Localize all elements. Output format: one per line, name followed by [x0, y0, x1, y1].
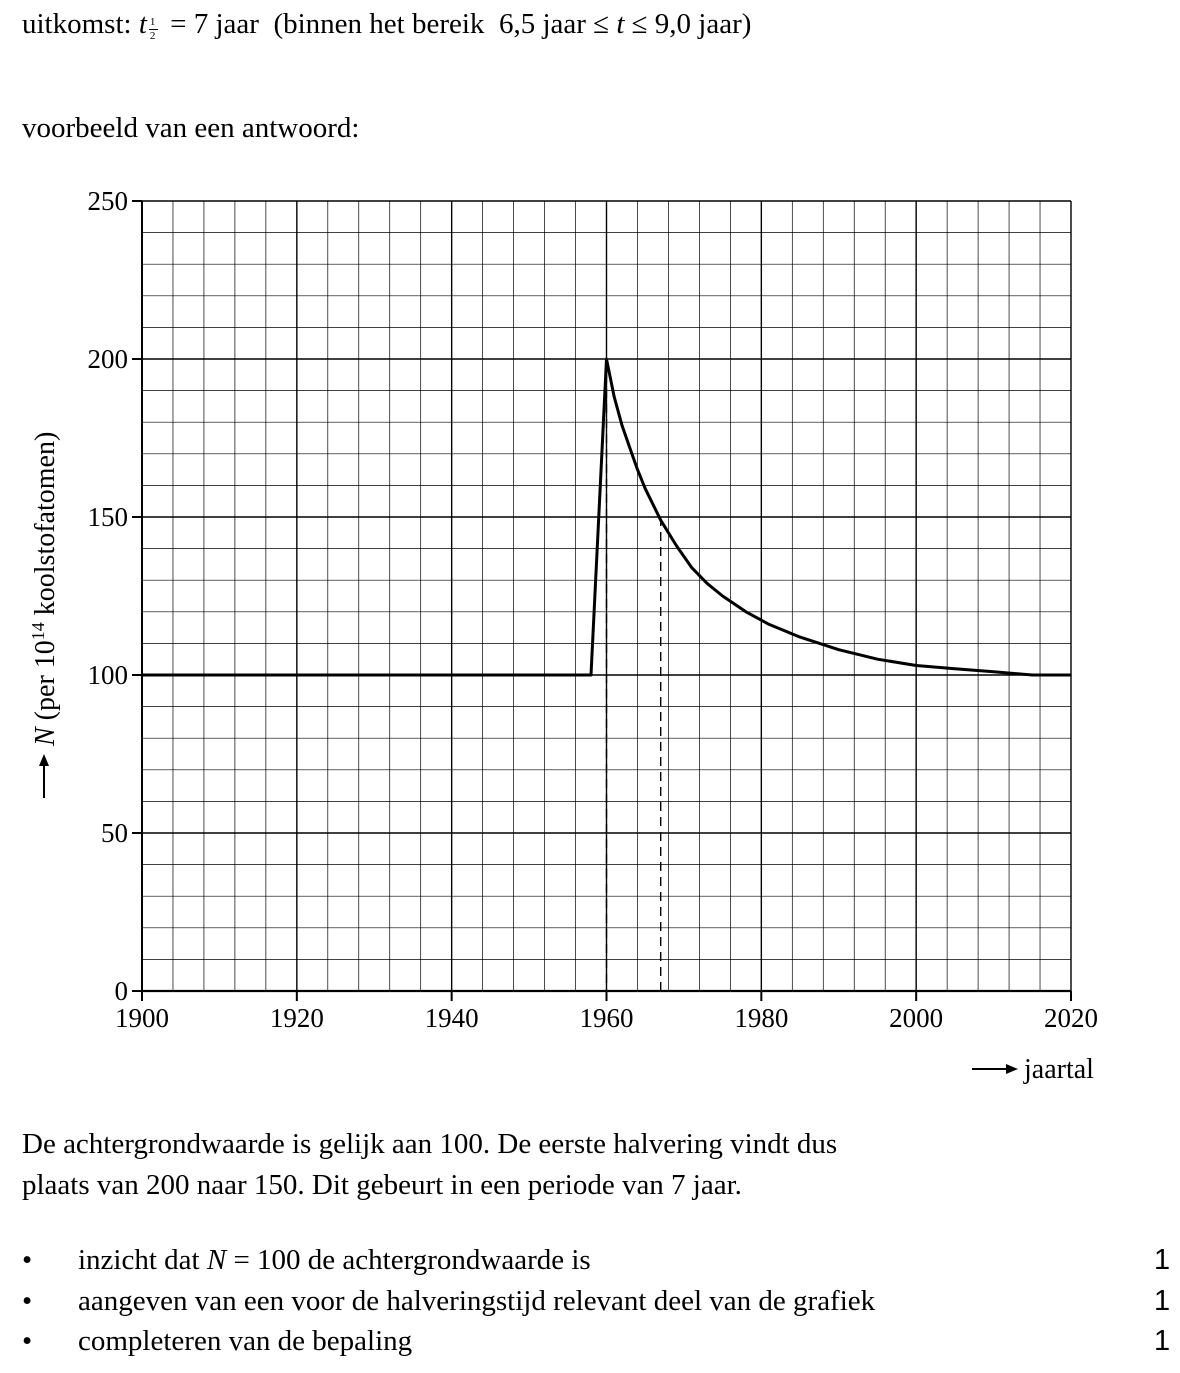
x-axis-arrowhead — [1006, 1064, 1018, 1074]
range-open: (binnen het bereik — [273, 8, 485, 40]
range-end: ≤ 9,0 jaar — [631, 8, 742, 40]
x-tick-label: 1980 — [734, 1003, 788, 1033]
uitkomst-label: uitkomst: — [22, 8, 132, 40]
criterion-score: 1 — [1154, 1285, 1171, 1317]
y-tick-label: 100 — [88, 660, 129, 690]
bullet: • — [22, 1325, 33, 1357]
x-tick-label: 1940 — [425, 1003, 479, 1033]
y-tick-label: 0 — [115, 976, 129, 1006]
tick-labels: 0 50 100 150 200 250 1900 1920 1940 1960 1980 2000 2… — [88, 186, 1099, 1033]
y-tick-label: 150 — [88, 502, 129, 532]
tick-marks — [132, 200, 1072, 1001]
fraction-bar — [148, 29, 158, 30]
criterion-score: 1 — [1154, 1244, 1171, 1276]
axis-labels: jaartal N (per 1014 koolstofatomen) — [28, 432, 1094, 1085]
explanation: De achtergrondwaarde is gelijk aan 100. … — [22, 1124, 837, 1206]
x-tick-label: 1960 — [580, 1003, 634, 1033]
x-tick-label: 2020 — [1044, 1003, 1098, 1033]
criterion-2: • aangeven van een voor de halveringstij… — [0, 1285, 1180, 1325]
example-heading: voorbeeld van een antwoord: — [22, 112, 360, 144]
range-variable: t — [616, 8, 625, 40]
bullet: • — [22, 1285, 33, 1317]
criterion-1: • inzicht dat N = 100 de achtergrondwaar… — [0, 1244, 1180, 1284]
criterion-text: inzicht dat N = 100 de achtergrondwaarde… — [78, 1244, 591, 1276]
half-life-symbol: t — [138, 8, 147, 40]
guide-lines — [605, 359, 662, 991]
explanation-line-2: plaats van 200 naar 150. Dit gebeurt in … — [22, 1169, 742, 1201]
sub-numerator: 1 — [149, 16, 156, 28]
range-value: 6,5 jaar ≤ — [498, 8, 610, 40]
y-axis-arrowhead — [39, 754, 49, 766]
y-tick-label: 250 — [88, 186, 129, 216]
x-tick-label: 1900 — [115, 1003, 169, 1033]
data-curve — [142, 357, 1071, 677]
criterion-text: completeren van de bepaling — [78, 1325, 413, 1357]
y-tick-label: 50 — [101, 818, 128, 848]
y-axis-label: N (per 1014 koolstofatomen) — [28, 432, 61, 747]
radiocarbon-chart: 0 50 100 150 200 250 1900 1920 1940 1960 1980 2000 2… — [28, 186, 1099, 1085]
range-close: ) — [741, 8, 752, 40]
data-series-line — [142, 357, 1071, 677]
x-tick-label: 2000 — [889, 1003, 943, 1033]
y-tick-label: 200 — [88, 344, 129, 374]
criterion-3: • completeren van de bepaling 1 — [0, 1325, 1180, 1365]
y-axis-label-group: N (per 1014 koolstofatomen) — [28, 432, 61, 798]
sub-denominator: 2 — [149, 30, 156, 42]
criterion-score: 1 — [1154, 1325, 1171, 1357]
x-axis-label: jaartal — [1023, 1054, 1094, 1085]
explanation-line-1: De achtergrondwaarde is gelijk aan 100. … — [22, 1128, 838, 1160]
x-tick-label: 1920 — [270, 1003, 324, 1033]
uitkomst-value: = 7 jaar — [170, 8, 259, 40]
bullet: • — [22, 1244, 33, 1276]
criterion-text: aangeven van een voor de halveringstijd … — [78, 1285, 876, 1317]
